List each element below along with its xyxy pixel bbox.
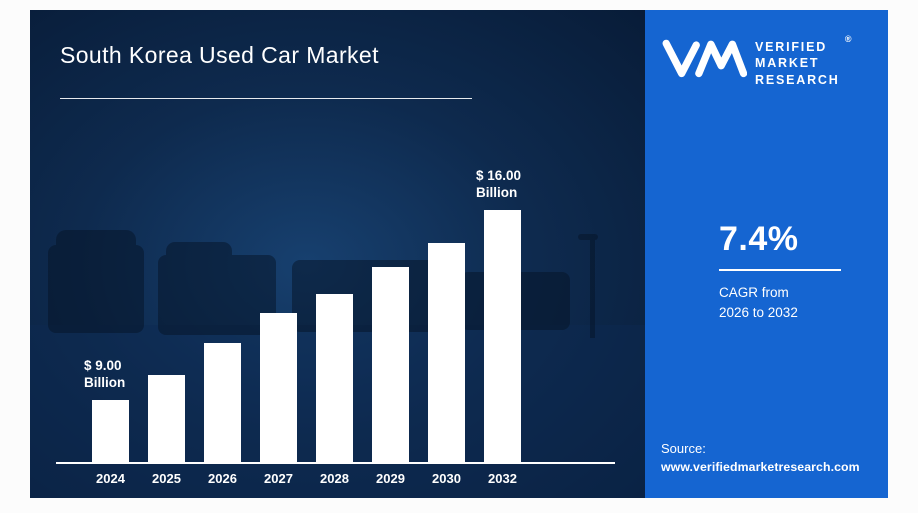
logo-line-research: RESEARCH	[755, 72, 840, 87]
bar-slot	[428, 243, 465, 462]
bar-slot	[372, 267, 409, 462]
logo-line-market: MARKET	[755, 56, 820, 71]
vmr-logo: ® VERIFIED MARKET RESEARCH	[661, 34, 852, 88]
x-axis-tick-label: 2024	[96, 471, 125, 486]
x-axis-tick-label: 2030	[432, 471, 461, 486]
registered-trademark: ®	[844, 34, 852, 44]
bar-2024	[92, 400, 129, 462]
logo-wordmark: ® VERIFIED MARKET RESEARCH	[755, 34, 852, 88]
source-url: www.verifiedmarketresearch.com	[661, 460, 860, 474]
chart-panel: South Korea Used Car Market $ 9.00 Billio…	[30, 10, 645, 498]
bar-2030	[428, 243, 465, 462]
x-axis-line	[56, 462, 615, 464]
x-axis-tick-label: 2027	[264, 471, 293, 486]
bar-slot	[204, 343, 241, 462]
title-underline	[60, 98, 472, 99]
bar-slot	[316, 294, 353, 462]
bar-slot: $ 16.00 Billion	[476, 168, 521, 462]
source-label: Source:	[661, 441, 706, 456]
x-axis-tick-label: 2028	[320, 471, 349, 486]
infographic-frame: South Korea Used Car Market $ 9.00 Billio…	[30, 10, 888, 498]
bar-chart: $ 9.00 Billion $ 16.00 Billion 2024 2025 2026…	[56, 168, 615, 486]
logo-line-verified: VERIFIED	[755, 40, 828, 54]
bar-plot: $ 9.00 Billion $ 16.00 Billion	[56, 168, 615, 462]
bar-2027	[260, 313, 297, 462]
chart-title: South Korea Used Car Market	[60, 42, 379, 68]
bar-value-label: $ 16.00 Billion	[476, 167, 522, 201]
cagr-caption-line1: CAGR from	[719, 285, 789, 300]
bar-value-label: $ 9.00 Billion	[84, 357, 126, 391]
bar-2029	[372, 267, 409, 462]
cagr-block: 7.4% CAGR from 2026 to 2032	[719, 220, 841, 324]
x-axis-tick-label: 2032	[488, 471, 517, 486]
x-axis-tick-label: 2029	[376, 471, 405, 486]
cagr-value: 7.4%	[719, 220, 799, 258]
bar-2026	[204, 343, 241, 462]
cagr-divider	[719, 269, 841, 271]
bar-slot: $ 9.00 Billion	[84, 358, 129, 462]
vmr-logo-icon	[662, 39, 747, 78]
bar-slot	[148, 375, 185, 462]
bar-2032	[484, 210, 521, 462]
bar-2028	[316, 294, 353, 462]
cagr-caption-line2: 2026 to 2032	[719, 305, 798, 321]
bar-slot	[260, 313, 297, 462]
x-axis-tick-label: 2026	[208, 471, 237, 486]
brand-panel: ® VERIFIED MARKET RESEARCH 7.4% CAGR fro…	[645, 10, 888, 498]
source-block: Source: www.verifiedmarketresearch.com	[661, 441, 860, 474]
cagr-caption: CAGR from 2026 to 2032	[719, 283, 841, 324]
bar-2025	[148, 375, 185, 462]
x-axis-labels: 2024 2025 2026 2027 2028 2029 2030 2032	[56, 471, 615, 486]
x-axis-tick-label: 2025	[152, 471, 181, 486]
